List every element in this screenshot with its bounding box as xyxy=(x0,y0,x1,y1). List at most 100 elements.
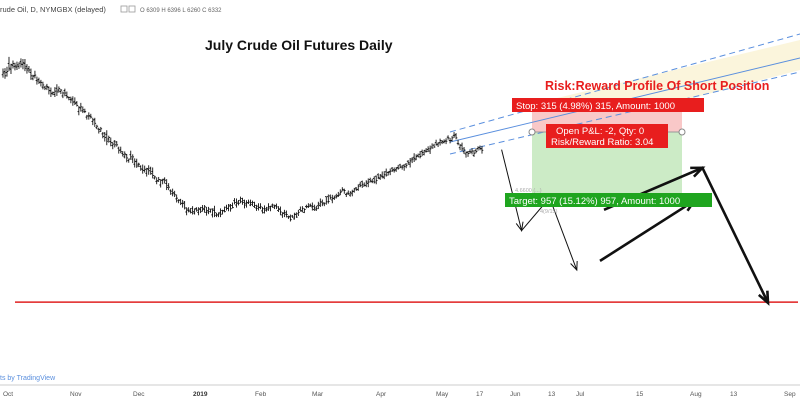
price-bar xyxy=(205,206,208,216)
price-bar xyxy=(315,205,318,211)
price-bar xyxy=(255,204,258,211)
price-bar xyxy=(454,133,458,140)
price-bar xyxy=(63,88,67,97)
open-pnl-label: Open P&L: -2, Qty: 0 xyxy=(556,126,644,137)
price-bar xyxy=(438,138,442,146)
price-bar xyxy=(169,189,172,195)
price-bar xyxy=(97,127,101,134)
price-bar xyxy=(291,214,294,218)
price-bar xyxy=(269,205,272,212)
target-label-box xyxy=(505,193,712,207)
price-bar xyxy=(139,165,143,171)
price-bar xyxy=(65,91,69,99)
price-bar xyxy=(277,206,280,212)
price-bar xyxy=(95,124,99,130)
price-bar xyxy=(105,130,109,146)
price-bar xyxy=(420,149,424,157)
price-bar xyxy=(267,203,270,211)
faint-label-1: 4.6600 (...) xyxy=(515,188,542,194)
price-bar xyxy=(219,208,222,218)
price-bar xyxy=(462,147,466,154)
arrow-head xyxy=(515,221,524,232)
price-bar xyxy=(480,145,484,154)
price-bar xyxy=(23,59,27,72)
price-bar xyxy=(460,142,464,152)
price-bar xyxy=(107,135,111,143)
target-label: Target: 957 (15.12%) 957, Amount: 1000 xyxy=(509,196,680,207)
price-bar xyxy=(283,209,286,218)
price-bar xyxy=(191,206,194,215)
x-tick-label: 2019 xyxy=(193,391,208,398)
price-bar xyxy=(329,194,332,200)
entry-handle-left[interactable] xyxy=(528,128,536,136)
price-bar xyxy=(348,191,352,197)
price-bar xyxy=(297,209,300,216)
price-bar xyxy=(57,86,61,93)
price-bar xyxy=(27,65,31,73)
price-bar xyxy=(129,150,133,160)
price-bar xyxy=(165,179,168,191)
price-bar xyxy=(450,136,454,142)
price-bar xyxy=(370,178,374,184)
price-bar xyxy=(41,81,45,90)
price-bar xyxy=(13,62,17,71)
price-bar xyxy=(111,141,115,150)
ohlc-values: O 6309 H 6396 L 6260 C 6332 xyxy=(140,8,222,14)
price-bar xyxy=(21,59,25,70)
x-tick-label: May xyxy=(436,391,449,398)
price-bar xyxy=(412,153,416,162)
price-bar xyxy=(55,84,59,96)
price-bar xyxy=(3,68,7,79)
x-tick-label: Feb xyxy=(255,391,267,398)
x-tick-label: 17 xyxy=(476,391,484,398)
price-bar xyxy=(275,203,278,210)
price-bar xyxy=(227,203,230,212)
price-bar xyxy=(416,153,420,158)
price-bar xyxy=(386,171,390,176)
x-tick-label: 15 xyxy=(636,391,644,398)
price-bar xyxy=(25,64,29,74)
x-tick-label: Jun xyxy=(510,391,521,398)
price-bar xyxy=(235,198,238,208)
price-bar xyxy=(207,206,210,215)
x-tick-label: Sep xyxy=(784,391,796,398)
price-bar xyxy=(33,70,37,79)
price-bar xyxy=(271,203,274,208)
price-bar xyxy=(406,160,410,165)
price-bar xyxy=(364,180,368,188)
entry-handle-right[interactable] xyxy=(678,128,686,136)
price-bar xyxy=(49,87,53,98)
price-bar xyxy=(149,166,152,175)
price-bar xyxy=(187,207,190,213)
price-bar xyxy=(119,146,123,154)
price-bar xyxy=(43,86,47,91)
price-bar xyxy=(185,207,188,216)
price-bar xyxy=(17,62,21,69)
x-tick-label: Jul xyxy=(576,391,585,398)
x-tick-label: Nov xyxy=(70,391,82,398)
price-bar xyxy=(155,177,158,185)
price-bar xyxy=(115,141,119,147)
price-bar xyxy=(468,149,472,154)
price-bar xyxy=(358,181,362,188)
price-bar xyxy=(388,168,392,176)
price-bar xyxy=(333,195,336,200)
price-bar xyxy=(153,175,156,180)
price-bar xyxy=(374,175,378,185)
x-tick-label: Oct xyxy=(3,391,13,398)
price-bar xyxy=(323,202,326,207)
arrow-head xyxy=(757,290,770,306)
chart-title: July Crude Oil Futures Daily xyxy=(205,37,393,53)
price-bar xyxy=(31,74,35,81)
price-bar xyxy=(125,153,129,163)
chart-subtitle: Risk:Reward Profile Of Short Position xyxy=(545,79,769,93)
price-bar xyxy=(141,164,145,174)
price-bar xyxy=(71,96,75,106)
price-bar xyxy=(456,139,460,146)
price-bar xyxy=(384,168,388,177)
price-bar xyxy=(133,158,137,168)
price-bar xyxy=(67,96,71,101)
price-bar xyxy=(299,206,302,212)
